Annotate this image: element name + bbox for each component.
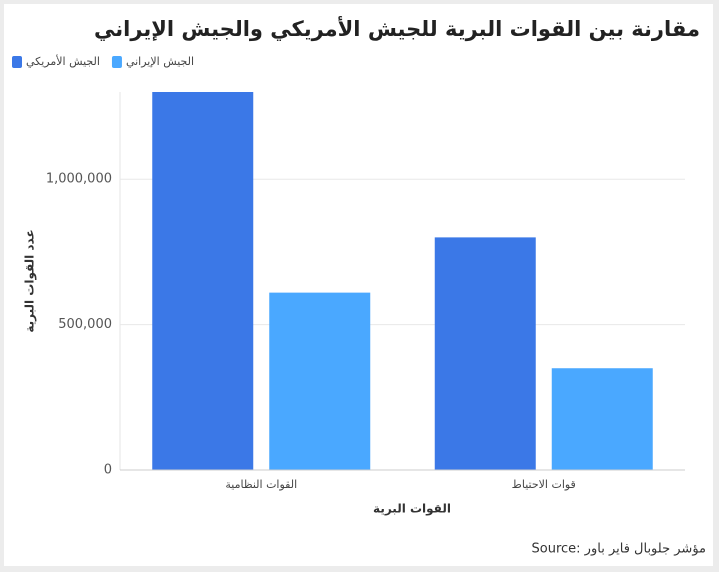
bar <box>434 237 536 470</box>
legend-swatch <box>12 56 22 68</box>
x-tick-label: قوات الاحتياط <box>512 478 576 491</box>
chart-title: مقارنة بين القوات البرية للجيش الأمريكي … <box>94 15 700 41</box>
legend-label: الجيش الأمريكي <box>26 54 100 68</box>
source-note: Source: مؤشر جلوبال فاير باور <box>532 542 707 557</box>
x-tick-label: القوات النظامية <box>225 478 297 491</box>
y-tick-label: 500,000 <box>58 317 112 332</box>
legend-swatch <box>111 56 122 68</box>
y-tick-label: 0 <box>104 463 112 478</box>
y-tick-label: 1,000,000 <box>46 172 112 187</box>
chart-background <box>4 4 713 566</box>
bar <box>551 368 653 470</box>
bar <box>269 292 371 470</box>
bar <box>152 92 254 470</box>
legend-label: الجيش الإيراني <box>126 55 194 68</box>
y-axis-title: عدد القوات البرية <box>23 229 38 332</box>
x-axis-title: القوات البرية <box>373 502 451 517</box>
